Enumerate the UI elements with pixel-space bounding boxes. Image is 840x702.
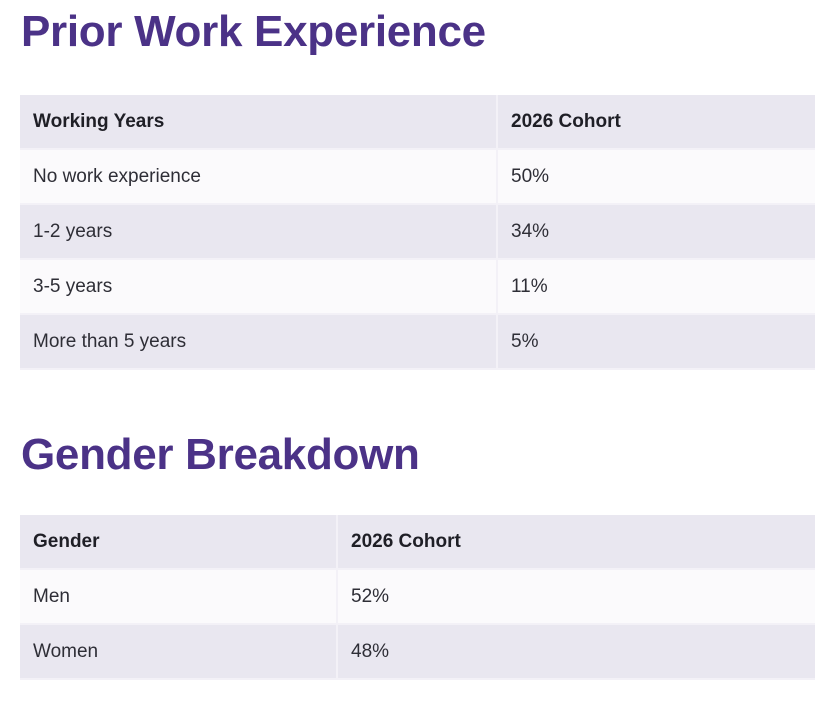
row-label: No work experience (20, 150, 498, 205)
section-heading-gender-breakdown: Gender Breakdown (21, 430, 420, 479)
column-header-2026-cohort: 2026 Cohort (338, 515, 815, 570)
row-label: More than 5 years (20, 315, 498, 370)
row-label: 3-5 years (20, 260, 498, 315)
table-row: 3-5 years 11% (20, 260, 815, 315)
row-value: 52% (338, 570, 815, 625)
table-row: More than 5 years 5% (20, 315, 815, 370)
table-header-row: Gender 2026 Cohort (20, 515, 815, 570)
column-header-working-years: Working Years (20, 95, 498, 150)
row-label: 1-2 years (20, 205, 498, 260)
column-header-2026-cohort: 2026 Cohort (498, 95, 815, 150)
table-header-row: Working Years 2026 Cohort (20, 95, 815, 150)
row-label: Women (20, 625, 338, 680)
row-label: Men (20, 570, 338, 625)
table-row: Men 52% (20, 570, 815, 625)
row-value: 50% (498, 150, 815, 205)
table-row: Women 48% (20, 625, 815, 680)
gender-breakdown-table: Gender 2026 Cohort Men 52% Women 48% (20, 515, 815, 680)
row-value: 48% (338, 625, 815, 680)
row-value: 34% (498, 205, 815, 260)
prior-work-experience-table: Working Years 2026 Cohort No work experi… (20, 95, 815, 370)
table-row: 1-2 years 34% (20, 205, 815, 260)
section-heading-prior-work-experience: Prior Work Experience (21, 7, 486, 56)
row-value: 11% (498, 260, 815, 315)
column-header-gender: Gender (20, 515, 338, 570)
table-row: No work experience 50% (20, 150, 815, 205)
row-value: 5% (498, 315, 815, 370)
